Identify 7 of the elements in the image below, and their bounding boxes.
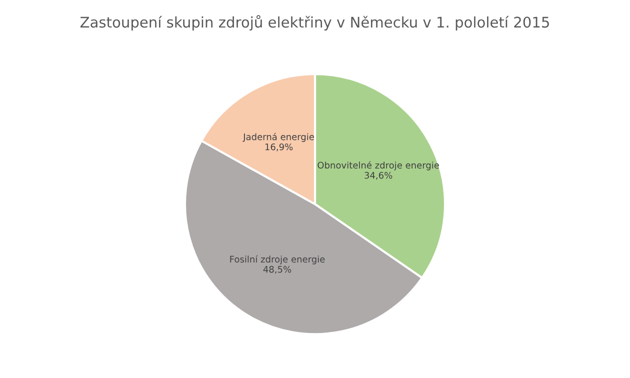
slice-label: Jaderná energie	[242, 132, 314, 142]
data-label: 48,5%	[263, 266, 292, 274]
chart-title: Zastoupení skupin zdrojů elektřiny v Německu v 1. pololetí 2015	[80, 15, 549, 31]
slice-label: Fosilní zdroje energie	[230, 255, 325, 264]
slice-label: Obnovitelné zdroje energie	[318, 161, 439, 170]
data-label: 16,9%	[265, 143, 293, 152]
data-label: 34,6%	[364, 172, 392, 180]
